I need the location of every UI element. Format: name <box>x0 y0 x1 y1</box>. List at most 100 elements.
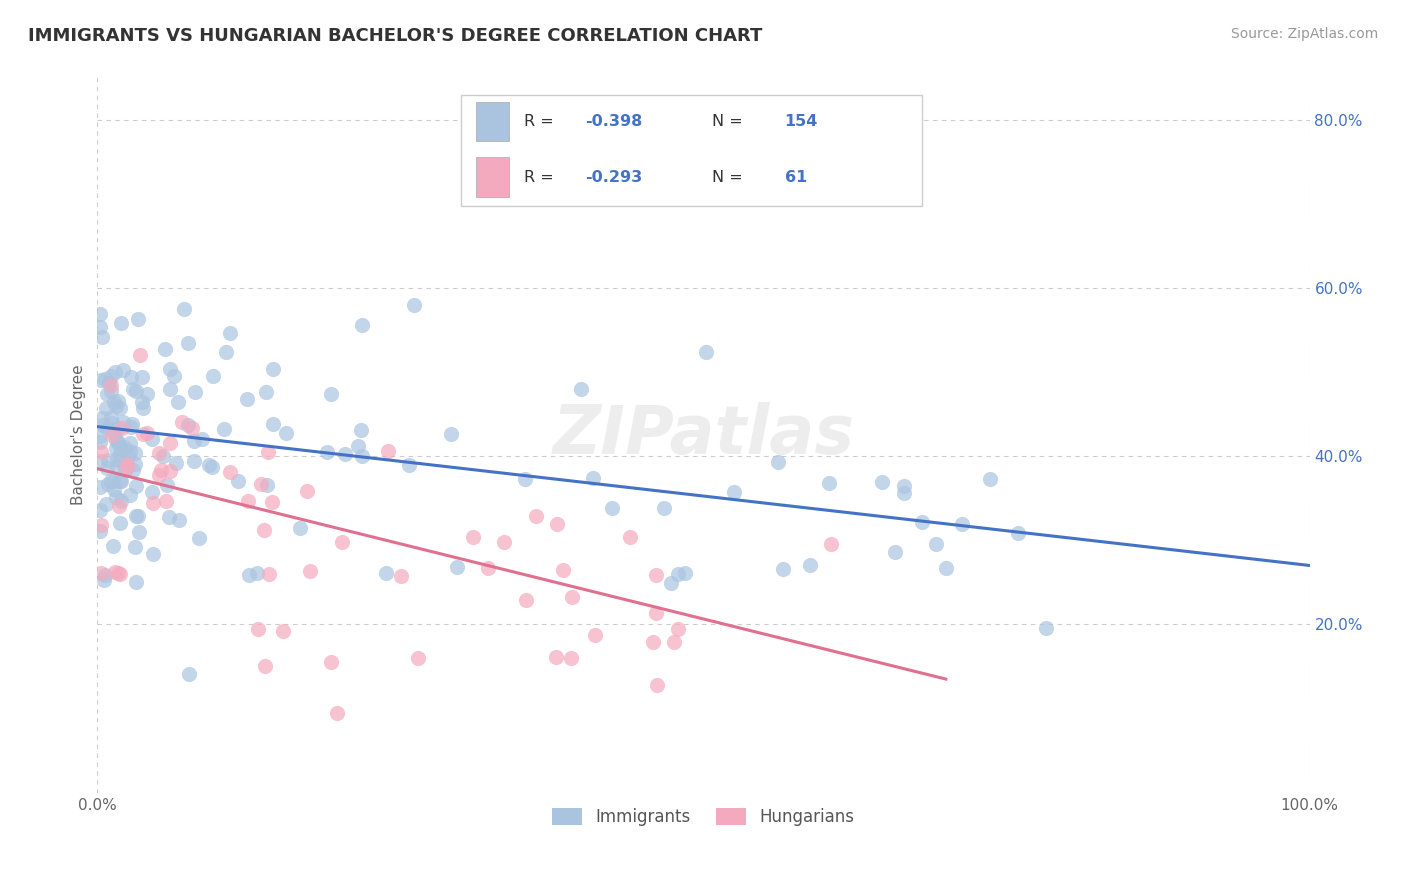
Point <box>105 460 128 475</box>
FancyBboxPatch shape <box>475 157 509 197</box>
Point <box>183 454 205 468</box>
Point <box>560 650 582 665</box>
Point <box>515 593 537 607</box>
Point <box>404 298 426 312</box>
Point <box>352 318 374 332</box>
Point <box>159 362 181 376</box>
Point <box>132 401 155 415</box>
Point <box>142 547 165 561</box>
Point <box>103 474 125 488</box>
Point <box>257 567 280 582</box>
Point <box>254 659 277 673</box>
Point <box>820 537 842 551</box>
Point <box>183 434 205 449</box>
Point <box>641 635 664 649</box>
Point <box>190 432 212 446</box>
Point <box>177 336 200 351</box>
Point <box>97 476 120 491</box>
Point <box>515 473 537 487</box>
Point <box>104 365 127 379</box>
Point <box>131 394 153 409</box>
Point <box>165 456 187 470</box>
Point <box>375 566 398 580</box>
Point <box>131 370 153 384</box>
Point <box>108 437 131 451</box>
Point <box>110 494 132 508</box>
Text: N =: N = <box>711 114 742 129</box>
Point <box>129 348 152 362</box>
Point <box>135 387 157 401</box>
Point <box>247 622 270 636</box>
Text: Source: ZipAtlas.com: Source: ZipAtlas.com <box>1230 27 1378 41</box>
Point <box>105 452 128 467</box>
Point <box>124 457 146 471</box>
Point <box>352 449 374 463</box>
Point <box>107 434 129 449</box>
Point <box>132 427 155 442</box>
Point <box>100 377 122 392</box>
Point <box>127 312 149 326</box>
Point <box>156 478 179 492</box>
Point <box>97 453 120 467</box>
Point <box>104 442 127 456</box>
Point <box>152 449 174 463</box>
Point <box>96 421 118 435</box>
Point <box>600 500 623 515</box>
Text: 61: 61 <box>785 169 807 185</box>
Point <box>115 459 138 474</box>
Text: 154: 154 <box>785 114 818 129</box>
Point <box>652 500 675 515</box>
Point <box>108 475 131 489</box>
Point <box>659 575 682 590</box>
Legend: Immigrants, Hungarians: Immigrants, Hungarians <box>544 799 863 834</box>
Text: -0.398: -0.398 <box>585 114 643 129</box>
Point <box>89 429 111 443</box>
Point <box>163 369 186 384</box>
Point <box>799 558 821 572</box>
Point <box>325 706 347 721</box>
Point <box>180 421 202 435</box>
Text: N =: N = <box>711 169 742 185</box>
Point <box>561 590 583 604</box>
Point <box>136 425 159 440</box>
Point <box>893 486 915 500</box>
Point <box>124 540 146 554</box>
Point <box>90 444 112 458</box>
Point <box>107 393 129 408</box>
Point <box>118 444 141 458</box>
Point <box>446 559 468 574</box>
Point <box>389 569 412 583</box>
Point <box>979 473 1001 487</box>
Point <box>120 420 142 434</box>
Point <box>335 447 357 461</box>
Point <box>218 326 240 341</box>
Point <box>212 421 235 435</box>
Text: IMMIGRANTS VS HUNGARIAN BACHELOR'S DEGREE CORRELATION CHART: IMMIGRANTS VS HUNGARIAN BACHELOR'S DEGRE… <box>28 27 762 45</box>
Point <box>666 622 689 636</box>
Point <box>122 463 145 477</box>
Point <box>125 575 148 590</box>
Point <box>398 458 420 472</box>
Point <box>297 483 319 498</box>
Point <box>254 384 277 399</box>
Point <box>170 415 193 429</box>
Point <box>299 565 322 579</box>
Point <box>245 566 267 581</box>
Point <box>127 508 149 523</box>
Point <box>89 454 111 468</box>
Point <box>766 454 789 468</box>
Point <box>198 458 221 473</box>
Point <box>238 568 260 582</box>
Point <box>662 635 685 649</box>
Point <box>115 457 138 471</box>
Point <box>103 395 125 409</box>
Point <box>100 428 122 442</box>
Point <box>108 516 131 530</box>
Point <box>935 561 957 575</box>
Point <box>90 330 112 344</box>
Point <box>124 446 146 460</box>
Point <box>157 510 180 524</box>
Y-axis label: Bachelor's Degree: Bachelor's Degree <box>72 365 86 506</box>
Point <box>772 561 794 575</box>
Point <box>103 565 125 579</box>
